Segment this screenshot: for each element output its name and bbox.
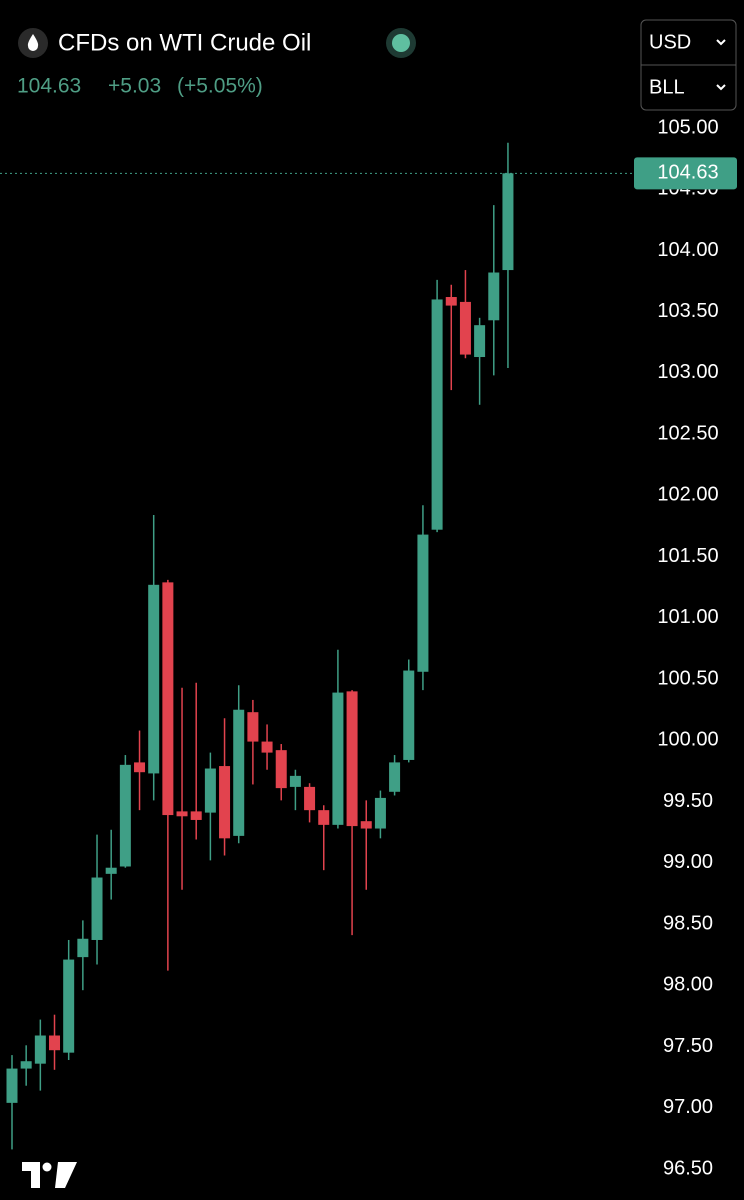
candle-body [431, 299, 443, 530]
change-pct: (+5.05%) [177, 75, 263, 98]
y-tick-label: 100.50 [657, 667, 718, 689]
candle-body [459, 301, 471, 355]
candle-body [176, 811, 188, 817]
candle-body [77, 938, 89, 958]
candle-body [332, 692, 344, 825]
y-tick-label: 100.00 [657, 729, 718, 751]
candle-body [148, 584, 160, 774]
candle-body [346, 691, 358, 827]
y-tick-label: 97.50 [663, 1035, 713, 1057]
change: +5.03 [108, 75, 161, 98]
candle-body [204, 768, 216, 813]
status-dot [392, 34, 410, 52]
y-tick-label: 101.50 [657, 545, 718, 567]
candle-body [219, 766, 231, 839]
y-tick-label: 99.00 [663, 851, 713, 873]
title: CFDs on WTI Crude Oil [58, 29, 311, 56]
last-price-tag [634, 157, 737, 190]
drop-icon [27, 34, 39, 51]
candle-body [261, 741, 273, 753]
candle-body [119, 764, 131, 867]
y-tick-label: 97.00 [663, 1096, 713, 1118]
candle-body [289, 775, 301, 787]
currency-select[interactable]: USD [649, 31, 691, 53]
candle-body [275, 750, 287, 789]
candle-body [190, 811, 202, 820]
candle-body [34, 1035, 46, 1064]
candle-body [105, 867, 117, 874]
y-tick-label: 101.00 [657, 606, 718, 628]
y-tick-label: 96.50 [663, 1157, 713, 1179]
candle-body [445, 297, 457, 306]
y-tick-label: 99.50 [663, 790, 713, 812]
candle-body [6, 1068, 18, 1103]
candle-body [20, 1061, 32, 1069]
y-tick-label: 102.50 [657, 422, 718, 444]
candle-body [417, 534, 429, 672]
candle-body [233, 709, 245, 836]
y-tick-label: 98.50 [663, 912, 713, 934]
y-tick-label: 103.50 [657, 300, 718, 322]
y-tick-label: 103.00 [657, 361, 718, 383]
chevron [716, 39, 726, 46]
y-tick-label: 102.00 [657, 484, 718, 506]
candle-body [502, 173, 514, 271]
candle-body [91, 877, 103, 940]
candle-body [403, 670, 415, 760]
candle-body [318, 810, 330, 825]
y-tick-label: 105.00 [657, 116, 718, 138]
candle-body [488, 272, 500, 321]
candle-body [374, 797, 386, 829]
chevron [716, 84, 726, 91]
candle-body [134, 762, 146, 773]
candle-body [162, 582, 174, 816]
y-tick-label: 98.00 [663, 974, 713, 996]
candle-body [474, 325, 486, 358]
candle-body [63, 959, 75, 1053]
candle-body [389, 762, 401, 792]
tv-logo [22, 1162, 77, 1188]
candle-body [304, 786, 316, 811]
unit-select[interactable]: BLL [649, 76, 685, 98]
last-price-label: 104.63 [657, 162, 718, 184]
candle-body [49, 1035, 61, 1051]
price: 104.63 [17, 75, 81, 98]
candle-body [360, 821, 372, 829]
y-tick-label: 104.00 [657, 239, 718, 261]
candle-body [247, 712, 259, 742]
